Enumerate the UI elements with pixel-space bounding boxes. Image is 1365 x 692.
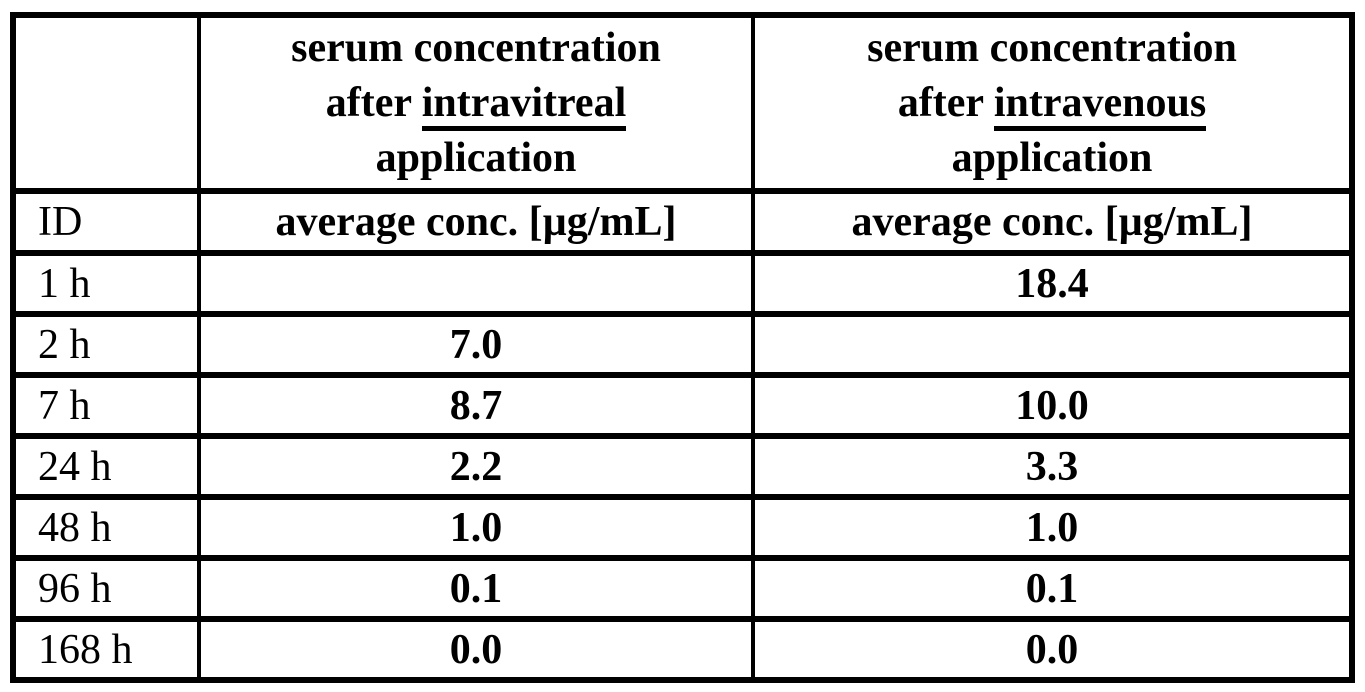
serum-concentration-table: serum concentration after intravitreal a… bbox=[10, 12, 1355, 683]
intravenous-underlined-word: intravenous bbox=[993, 79, 1207, 131]
table-header-row: serum concentration after intravitreal a… bbox=[11, 12, 1354, 194]
intravenous-value: 1.0 bbox=[751, 494, 1354, 561]
intravitreal-after-text: after bbox=[325, 79, 412, 126]
header-cell-intravitreal: serum concentration after intravitreal a… bbox=[197, 12, 755, 194]
intravenous-header-line2: after intravenous bbox=[757, 76, 1348, 131]
intravenous-value: 0.1 bbox=[751, 555, 1354, 622]
intravitreal-value: 8.7 bbox=[197, 372, 755, 439]
intravitreal-header-line2: after intravitreal bbox=[203, 76, 749, 131]
table-row-24h: 24 h 2.2 3.3 bbox=[11, 433, 1354, 500]
intravitreal-value: 0.1 bbox=[197, 555, 755, 622]
row-id-label: 2 h bbox=[11, 311, 201, 378]
header-cell-empty bbox=[11, 12, 201, 194]
table-row-2h: 2 h 7.0 bbox=[11, 311, 1354, 378]
row-id-label: 168 h bbox=[11, 616, 201, 683]
table-row-96h: 96 h 0.1 0.1 bbox=[11, 555, 1354, 622]
intravitreal-header-line3: application bbox=[375, 134, 577, 181]
intravitreal-underlined-word: intravitreal bbox=[421, 79, 627, 131]
table-row-168h: 168 h 0.0 0.0 bbox=[11, 616, 1354, 683]
intravenous-header-line1: serum concentration bbox=[867, 24, 1237, 71]
intravitreal-value bbox=[197, 250, 755, 317]
intravenous-after-text: after bbox=[897, 79, 984, 126]
table-row-48h: 48 h 1.0 1.0 bbox=[11, 494, 1354, 561]
intravenous-value: 3.3 bbox=[751, 433, 1354, 500]
row-id-label: 7 h bbox=[11, 372, 201, 439]
intravitreal-value: 2.2 bbox=[197, 433, 755, 500]
intravitreal-header-line1: serum concentration bbox=[291, 24, 661, 71]
intravenous-value bbox=[751, 311, 1354, 378]
row-id-label: 24 h bbox=[11, 433, 201, 500]
intravitreal-value: 0.0 bbox=[197, 616, 755, 683]
intravenous-value: 10.0 bbox=[751, 372, 1354, 439]
table-row-7h: 7 h 8.7 10.0 bbox=[11, 372, 1354, 439]
intravenous-value: 0.0 bbox=[751, 616, 1354, 683]
row-id-label: 1 h bbox=[11, 250, 201, 317]
row-id-label: 48 h bbox=[11, 494, 201, 561]
intravitreal-value: 1.0 bbox=[197, 494, 755, 561]
intravenous-value: 18.4 bbox=[751, 250, 1354, 317]
table-subheader-row: ID average conc. [µg/mL] average conc. [… bbox=[11, 188, 1354, 256]
header-cell-intravenous: serum concentration after intravenous ap… bbox=[751, 12, 1354, 194]
row-id-label: 96 h bbox=[11, 555, 201, 622]
unit-header-intravenous: average conc. [µg/mL] bbox=[751, 188, 1354, 256]
table-row-1h: 1 h 18.4 bbox=[11, 250, 1354, 317]
unit-header-intravitreal: average conc. [µg/mL] bbox=[197, 188, 755, 256]
intravenous-header-line3: application bbox=[951, 134, 1153, 181]
intravitreal-value: 7.0 bbox=[197, 311, 755, 378]
id-column-header: ID bbox=[11, 188, 201, 256]
